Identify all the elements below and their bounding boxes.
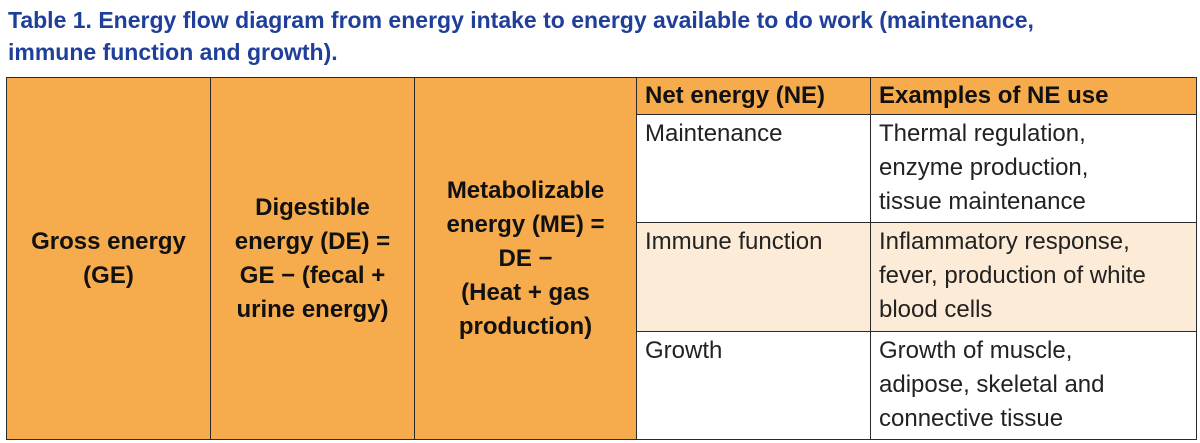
de-line-1: Digestible xyxy=(255,193,370,221)
examples-row-growth: Growth of muscle, adipose, skeletal and … xyxy=(870,331,1197,440)
examples-row-maintenance: Thermal regulation, enzyme production, t… xyxy=(870,114,1197,223)
ne-row-immune-function: Immune function xyxy=(636,222,871,332)
example-line: Growth of muscle, xyxy=(879,337,1073,364)
ge-line-1: Gross energy xyxy=(31,227,186,255)
example-line: Thermal regulation, xyxy=(879,120,1086,147)
metabolizable-energy-cell: Metabolizable energy (ME) = DE − (Heat +… xyxy=(414,77,637,440)
example-line: enzyme production, xyxy=(879,154,1089,181)
ne-row-maintenance: Maintenance xyxy=(636,114,871,223)
me-line-2: energy (ME) = xyxy=(446,210,605,238)
me-line-5: production) xyxy=(458,312,593,340)
example-line: connective tissue xyxy=(879,405,1064,432)
caption-line-1: Table 1. Energy flow diagram from energy… xyxy=(8,7,1034,33)
de-line-2: energy (DE) = xyxy=(234,227,391,255)
digestible-energy-cell: Digestible energy (DE) = GE − (fecal + u… xyxy=(210,77,415,440)
example-line: adipose, skeletal and xyxy=(879,371,1105,398)
de-line-3: GE − (fecal + xyxy=(239,261,386,289)
table-caption: Table 1. Energy flow diagram from energy… xyxy=(8,4,1198,68)
energy-flow-table: Gross energy (GE) Digestible energy (DE)… xyxy=(6,77,1197,440)
examples-row-immune-function: Inflammatory response, fever, production… xyxy=(870,222,1197,332)
examples-header: Examples of NE use xyxy=(870,77,1197,115)
me-line-1: Metabolizable xyxy=(446,176,605,204)
me-line-4: (Heat + gas xyxy=(461,278,590,306)
de-line-4: urine energy) xyxy=(236,295,389,323)
me-line-3: DE − xyxy=(498,244,553,272)
example-line: Inflammatory response, xyxy=(879,228,1130,255)
ne-row-growth: Growth xyxy=(636,331,871,440)
caption-line-2: immune function and growth). xyxy=(8,39,338,65)
example-line: blood cells xyxy=(879,296,993,323)
ne-name: Immune function xyxy=(645,228,823,255)
example-line: tissue maintenance xyxy=(879,188,1086,215)
net-energy-header: Net energy (NE) xyxy=(636,77,871,115)
ge-line-2: (GE) xyxy=(83,261,134,289)
ne-name: Growth xyxy=(645,337,723,364)
ne-name: Maintenance xyxy=(645,120,783,147)
gross-energy-cell: Gross energy (GE) xyxy=(6,77,211,440)
example-line: fever, production of white xyxy=(879,262,1146,289)
